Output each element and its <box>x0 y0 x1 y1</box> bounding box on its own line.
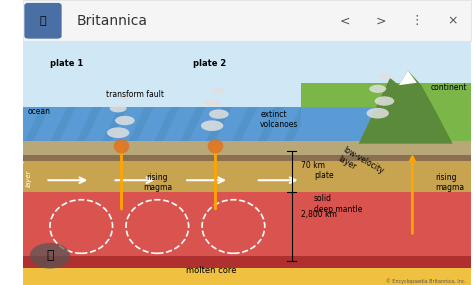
Ellipse shape <box>374 96 394 106</box>
Bar <box>23 161 471 192</box>
Ellipse shape <box>109 104 127 112</box>
Ellipse shape <box>212 87 226 94</box>
FancyBboxPatch shape <box>24 3 62 39</box>
Polygon shape <box>127 107 154 144</box>
Bar <box>23 256 471 268</box>
Ellipse shape <box>107 127 129 138</box>
Bar <box>301 83 471 151</box>
Polygon shape <box>256 107 283 144</box>
Text: continent: continent <box>430 83 467 92</box>
Text: 2,800 km: 2,800 km <box>301 210 337 219</box>
Bar <box>301 107 390 144</box>
Bar <box>23 155 471 161</box>
Ellipse shape <box>114 139 129 153</box>
FancyArrowPatch shape <box>119 145 124 209</box>
Text: plate 2: plate 2 <box>193 59 227 68</box>
Ellipse shape <box>369 85 386 93</box>
Text: solid
deep mantle: solid deep mantle <box>314 194 362 214</box>
Text: rising
magma: rising magma <box>435 173 464 192</box>
Text: extinct
volcanoes: extinct volcanoes <box>260 109 299 129</box>
Bar <box>23 260 471 285</box>
Circle shape <box>30 243 70 268</box>
Ellipse shape <box>366 108 389 119</box>
Text: rising
magma: rising magma <box>143 173 172 192</box>
Polygon shape <box>231 107 257 144</box>
Ellipse shape <box>115 116 135 125</box>
FancyArrowPatch shape <box>213 145 218 209</box>
Text: 🏛: 🏛 <box>40 16 46 26</box>
Text: © Encyclopaedia Britannica, Inc.: © Encyclopaedia Britannica, Inc. <box>386 278 466 284</box>
Bar <box>23 192 471 260</box>
Ellipse shape <box>377 73 392 80</box>
Polygon shape <box>399 71 417 85</box>
Polygon shape <box>359 71 453 144</box>
Text: 📷: 📷 <box>46 249 54 262</box>
Text: 70 km: 70 km <box>301 161 325 170</box>
Text: plate: plate <box>314 171 334 180</box>
Bar <box>23 41 471 109</box>
Ellipse shape <box>209 109 228 119</box>
Polygon shape <box>101 107 128 144</box>
Text: Britannica: Britannica <box>77 14 148 28</box>
Polygon shape <box>205 107 232 144</box>
Ellipse shape <box>204 99 220 107</box>
FancyArrowPatch shape <box>410 157 415 233</box>
Ellipse shape <box>201 120 223 131</box>
Polygon shape <box>309 107 336 144</box>
Polygon shape <box>283 107 310 144</box>
Polygon shape <box>75 107 102 144</box>
Polygon shape <box>153 107 180 144</box>
Text: low-velocity
layer: low-velocity layer <box>0 150 18 196</box>
Text: <: < <box>340 14 350 27</box>
Bar <box>23 141 471 156</box>
Text: >: > <box>376 14 386 27</box>
Polygon shape <box>23 107 50 144</box>
Text: transform fault: transform fault <box>106 90 164 99</box>
Text: ×: × <box>447 14 458 27</box>
Text: low-velocity
layer: low-velocity layer <box>337 145 385 185</box>
Ellipse shape <box>118 93 132 99</box>
Polygon shape <box>179 107 206 144</box>
Text: ⋮: ⋮ <box>410 14 423 27</box>
Text: molten core: molten core <box>186 266 236 275</box>
Text: ocean: ocean <box>27 107 51 117</box>
Text: plate 1: plate 1 <box>50 59 83 68</box>
Text: low-velocity
layer: low-velocity layer <box>19 157 32 199</box>
Ellipse shape <box>208 139 223 153</box>
FancyBboxPatch shape <box>23 0 471 41</box>
Polygon shape <box>49 107 76 144</box>
Bar <box>23 107 337 144</box>
